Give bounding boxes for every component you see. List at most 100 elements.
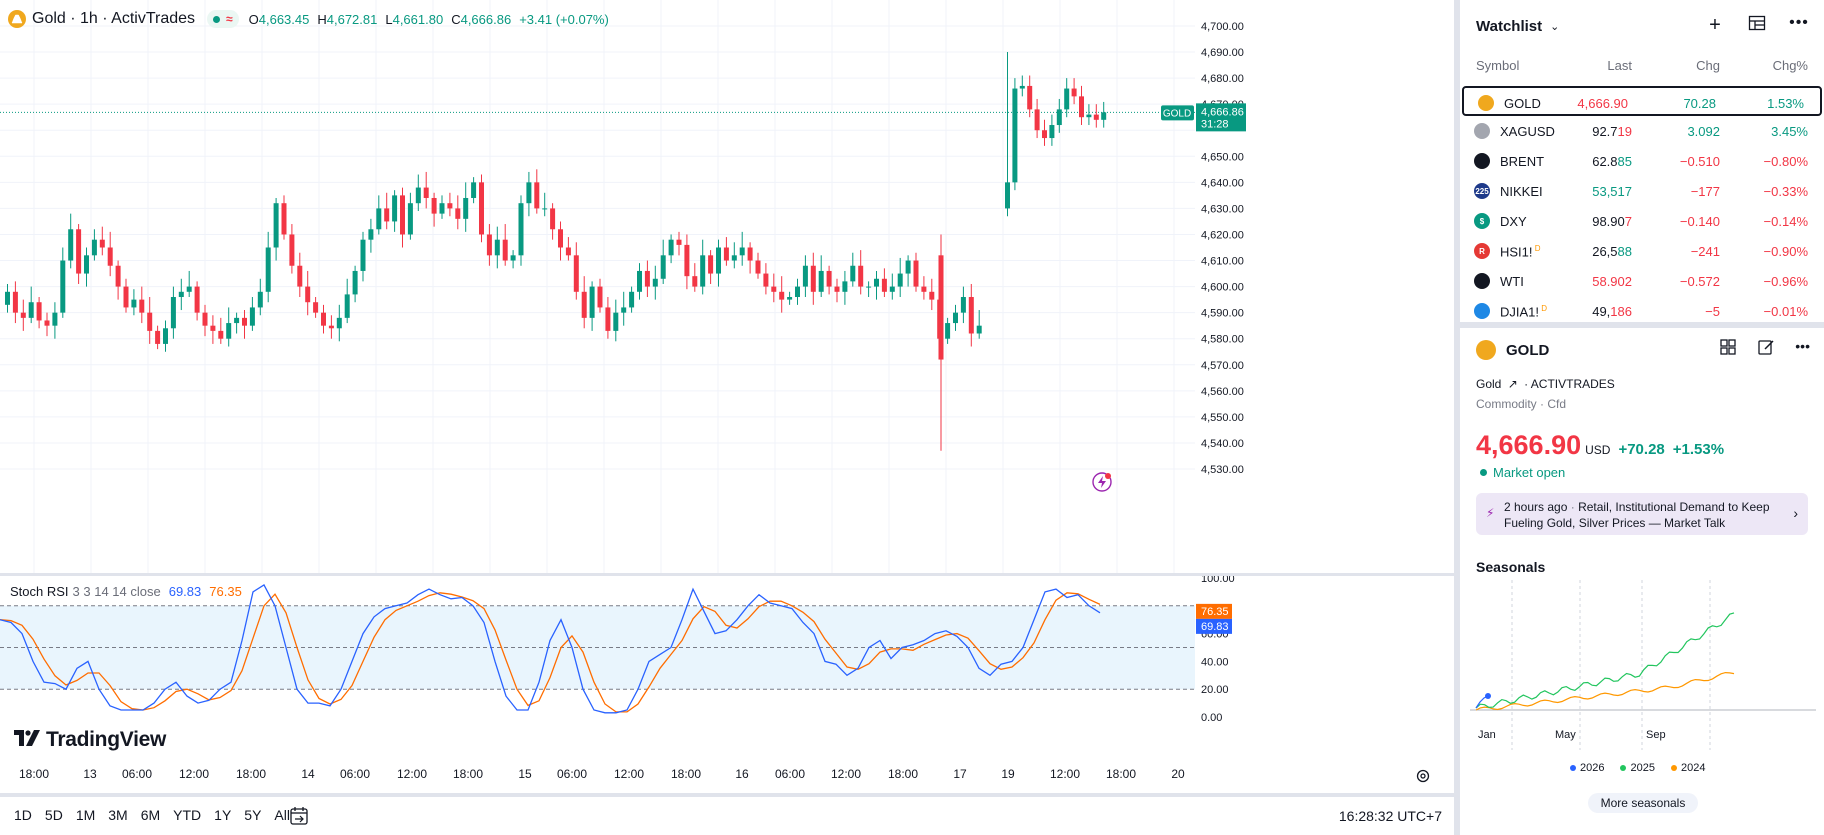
more-options-icon[interactable]: ••• bbox=[1795, 338, 1810, 354]
seasonals-legend: 2026 2025 2024 bbox=[1570, 762, 1705, 774]
legend-dot-icon bbox=[1570, 765, 1576, 771]
candle-body bbox=[415, 187, 421, 204]
watchlist-header[interactable]: Watchlist ⌄ bbox=[1476, 18, 1559, 35]
edit-note-icon[interactable] bbox=[1757, 338, 1775, 361]
timeframe-1d[interactable]: 1D bbox=[14, 807, 32, 823]
seasonals-chart[interactable]: Jan May Sep bbox=[1470, 580, 1816, 750]
category-label: Commodity bbox=[1476, 397, 1537, 411]
more-seasonals-button[interactable]: More seasonals bbox=[1588, 793, 1698, 813]
candle-body bbox=[850, 265, 856, 282]
chart-pane[interactable]: 4,700.004,690.004,680.004,670.004,650.00… bbox=[0, 0, 1454, 793]
watchlist-row-xagusd[interactable]: XAGUSD 92.719 3.092 3.45% bbox=[1460, 116, 1824, 146]
news-text-block: 2 hours ago · Retail, Institutional Dema… bbox=[1504, 500, 1770, 530]
news-card[interactable]: ⚡ 2 hours ago · Retail, Institutional De… bbox=[1476, 493, 1808, 535]
countdown-text: 31:28 bbox=[1201, 118, 1229, 130]
watchlist-chg-pct: −0.01% bbox=[1763, 304, 1808, 319]
price-axis-label: 4,700.00 bbox=[1201, 21, 1244, 33]
symbol-logo-icon: R bbox=[1474, 243, 1490, 259]
seasonals-title[interactable]: Seasonals bbox=[1476, 559, 1546, 575]
candle-body bbox=[637, 270, 642, 292]
timeframe-1y[interactable]: 1Y bbox=[214, 807, 232, 823]
details-symbol[interactable]: GOLD bbox=[1506, 341, 1550, 359]
col-chg[interactable]: Chg bbox=[1696, 58, 1720, 73]
news-headline: Retail, Institutional Demand to Keep Fue… bbox=[1504, 500, 1770, 530]
watchlist-row-hsi1[interactable]: R HSI1! D 26,588 −241 −0.90% bbox=[1460, 236, 1824, 266]
price-axis-label: 4,610.00 bbox=[1201, 256, 1244, 268]
candle-body bbox=[400, 195, 405, 235]
price-axis-label: 4,540.00 bbox=[1201, 438, 1244, 450]
candle-body bbox=[968, 297, 974, 334]
candle-body bbox=[542, 208, 548, 210]
timeframe-all[interactable]: All bbox=[274, 807, 290, 823]
axis-settings-icon[interactable] bbox=[1415, 768, 1431, 784]
candle-body bbox=[407, 203, 413, 235]
candle-body bbox=[684, 244, 690, 277]
date-range-icon[interactable] bbox=[288, 805, 310, 827]
season-month-label: Sep bbox=[1646, 729, 1666, 741]
candle-body bbox=[281, 203, 287, 235]
candle-body bbox=[313, 302, 319, 313]
details-category: Commodity · Cfd bbox=[1476, 397, 1567, 411]
timeframe-5d[interactable]: 5D bbox=[44, 807, 63, 823]
pane-separator[interactable] bbox=[0, 573, 1454, 576]
candle-body bbox=[147, 312, 153, 331]
watchlist-row-nikkei[interactable]: 225 NIKKEI 53,517 −177 −0.33% bbox=[1460, 176, 1824, 206]
candle-body bbox=[336, 317, 342, 329]
col-last[interactable]: Last bbox=[1607, 58, 1632, 73]
panel-separator[interactable] bbox=[1460, 322, 1824, 328]
candle-body bbox=[510, 255, 516, 261]
indicator-k-value: 69.83 bbox=[168, 584, 202, 599]
details-name[interactable]: Gold bbox=[1476, 377, 1502, 391]
ohlc-low: L4,661.80 bbox=[385, 11, 444, 27]
candle-body bbox=[178, 291, 184, 298]
time-axis-label: 20 bbox=[1171, 767, 1185, 781]
tradingview-logo[interactable]: TradingView bbox=[14, 728, 166, 752]
candle-body bbox=[99, 239, 105, 248]
timeframe-ytd[interactable]: YTD bbox=[173, 807, 202, 823]
watchlist-row-gold[interactable]: GOLD 4,666.90 70.28 1.53% bbox=[1462, 86, 1822, 116]
time-axis[interactable]: 18:00 13 06:00 12:00 18:00 14 06:00 12:00 18:00 1… bbox=[0, 762, 1454, 788]
watchlist-row-brent[interactable]: BRENT 62.885 −0.510 −0.80% bbox=[1460, 146, 1824, 176]
candle-body bbox=[344, 294, 350, 318]
candle-body bbox=[558, 229, 563, 248]
candle-body bbox=[36, 302, 42, 321]
timeframe-6m[interactable]: 6M bbox=[140, 807, 161, 823]
col-chg-pct[interactable]: Chg% bbox=[1772, 58, 1808, 73]
timeframe-5y[interactable]: 5Y bbox=[244, 807, 262, 823]
season-legend-2024[interactable]: 2024 bbox=[1670, 762, 1705, 774]
alert-bolt-icon[interactable] bbox=[1091, 471, 1113, 493]
market-status-pill[interactable]: ≈ bbox=[207, 10, 239, 28]
watchlist-row-dxy[interactable]: $ DXY 98.907 −0.140 −0.14% bbox=[1460, 206, 1824, 236]
table-view-icon[interactable] bbox=[1746, 14, 1768, 38]
price-axis-label: 4,630.00 bbox=[1201, 203, 1244, 215]
candle-body bbox=[265, 247, 271, 292]
external-link-icon[interactable]: ↗ bbox=[1507, 377, 1518, 391]
clock[interactable]: 16:28:32 UTC+7 bbox=[1338, 808, 1442, 824]
timeframe-3m[interactable]: 3M bbox=[108, 807, 128, 823]
time-axis-label: 18:00 bbox=[671, 767, 701, 781]
add-symbol-icon[interactable]: + bbox=[1709, 14, 1721, 36]
candle-body bbox=[826, 270, 832, 287]
candle-body bbox=[76, 229, 82, 274]
watchlist-row-djia1[interactable]: DJIA1! D 49,186 −5 −0.01% bbox=[1460, 296, 1824, 326]
price-axis-label: 4,690.00 bbox=[1201, 47, 1244, 59]
watchlist-row-wti[interactable]: WTI 58.902 −0.572 −0.96% bbox=[1460, 266, 1824, 296]
watchlist-chg: −241 bbox=[1690, 244, 1720, 259]
season-legend-2025[interactable]: 2025 bbox=[1620, 762, 1655, 774]
candle-body bbox=[771, 286, 777, 292]
candle-body bbox=[1079, 96, 1084, 118]
season-month-label: May bbox=[1555, 729, 1576, 741]
timeframe-1m[interactable]: 1M bbox=[75, 807, 96, 823]
layout-grid-icon[interactable] bbox=[1719, 338, 1737, 361]
symbol-price-tag bbox=[1161, 105, 1194, 121]
stoch-rsi-legend[interactable]: Stoch RSI 3 3 14 14 close 69.83 76.35 bbox=[10, 584, 242, 599]
symbol-title[interactable]: Gold · 1h · ActivTrades bbox=[32, 10, 196, 27]
more-options-icon[interactable]: ••• bbox=[1789, 14, 1809, 31]
season-legend-2026[interactable]: 2026 bbox=[1570, 762, 1604, 774]
price-chart[interactable]: 4,700.004,690.004,680.004,670.004,650.00… bbox=[0, 0, 1454, 573]
gold-symbol-icon bbox=[8, 10, 26, 28]
col-symbol[interactable]: Symbol bbox=[1476, 58, 1520, 73]
time-axis-label: 15 bbox=[518, 767, 532, 781]
